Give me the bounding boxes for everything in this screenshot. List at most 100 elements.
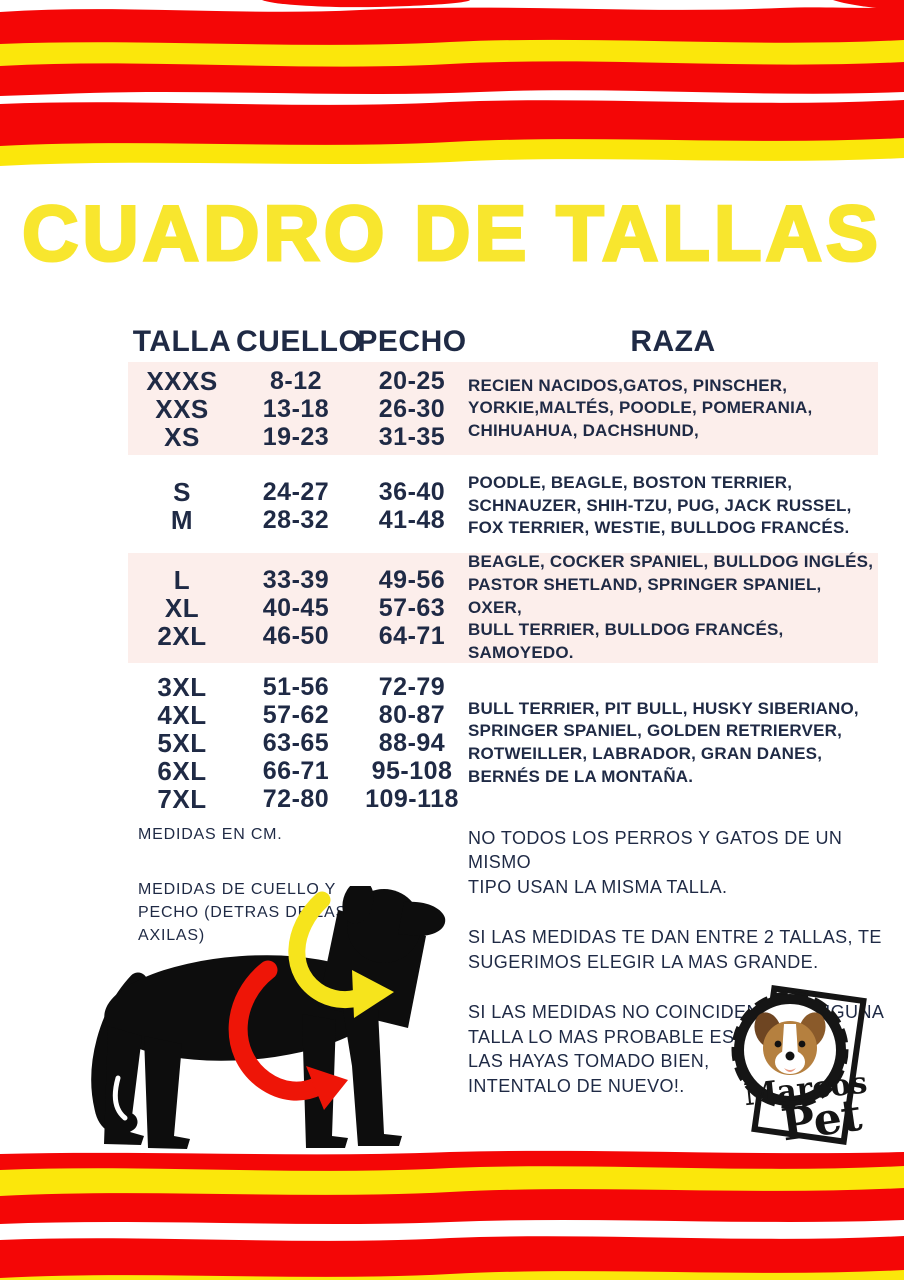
talla-cell: XXXS bbox=[146, 365, 218, 396]
header-raza: RAZA bbox=[630, 325, 716, 358]
size-columns: S 24-27 36-40 M 28-32 41-48 bbox=[128, 478, 468, 534]
size-group-l-2xl: L 33-39 49-56 XL 40-45 57-63 2XL 46-50 6… bbox=[128, 552, 878, 663]
size-group-s-m: S 24-27 36-40 M 28-32 41-48 POODLE, BEAG… bbox=[128, 466, 878, 546]
table-row: 5XL 63-65 88-94 bbox=[128, 729, 468, 757]
raza-text: RECIEN NACIDOS,GATOS, PINSCHER, YORKIE,M… bbox=[468, 375, 813, 440]
size-columns: L 33-39 49-56 XL 40-45 57-63 2XL 46-50 6… bbox=[128, 566, 468, 650]
table-row: 3XL 51-56 72-79 bbox=[128, 673, 468, 701]
talla-cell: XXS bbox=[155, 393, 209, 424]
cuello-cell: 66-71 bbox=[262, 757, 330, 785]
cuello-cell: 28-32 bbox=[262, 506, 330, 534]
pecho-cell: 31-35 bbox=[378, 422, 446, 451]
pecho-cell: 109-118 bbox=[365, 785, 459, 813]
neck-measure-arrow-icon bbox=[288, 891, 394, 1018]
cuello-cell: 13-18 bbox=[262, 394, 330, 423]
logo-name-line2: Pet bbox=[778, 1090, 865, 1152]
talla-cell: L bbox=[173, 565, 191, 595]
raza-text: BULL TERRIER, PIT BULL, HUSKY SIBERIANO,… bbox=[468, 698, 859, 786]
header-cuello: CUELLO bbox=[236, 325, 363, 358]
raza-text: BEAGLE, COCKER SPANIEL, BULLDOG INGLÉS, … bbox=[468, 552, 874, 662]
dog-tail-slit bbox=[112, 1075, 128, 1121]
pecho-cell: 57-63 bbox=[378, 594, 446, 622]
pecho-cell: 26-30 bbox=[378, 394, 446, 423]
dog-silhouette bbox=[91, 886, 446, 1149]
pecho-cell: 64-71 bbox=[378, 622, 446, 650]
size-table-header: TALLA CUELLO PECHO RAZA bbox=[128, 322, 878, 362]
dog-hind-leg bbox=[144, 1036, 190, 1149]
talla-cell: S bbox=[173, 477, 191, 507]
table-row: 4XL 57-62 80-87 bbox=[128, 701, 468, 729]
cuello-cell: 51-56 bbox=[262, 673, 330, 701]
page-title: CUADRO DE TALLAS bbox=[21, 188, 882, 279]
talla-cell: M bbox=[170, 505, 194, 535]
dog-hind-leg-far bbox=[104, 1026, 144, 1145]
bottom-stripes-decoration bbox=[0, 1150, 904, 1280]
talla-cell: 3XL bbox=[157, 672, 207, 702]
table-row: S 24-27 36-40 bbox=[128, 478, 468, 506]
cuello-cell: 63-65 bbox=[262, 729, 330, 757]
brand-logo: Marcos Pet bbox=[731, 985, 869, 1152]
puppy-eye-left bbox=[774, 1040, 782, 1048]
talla-cell: 4XL bbox=[157, 700, 207, 730]
chest-measure-arrow-icon bbox=[228, 960, 348, 1110]
top-stripes-decoration bbox=[0, 0, 904, 166]
pecho-cell: 36-40 bbox=[378, 478, 446, 506]
talla-cell: XL bbox=[164, 593, 200, 623]
table-row: 2XL 46-50 64-71 bbox=[128, 622, 468, 650]
size-columns: 3XL 51-56 72-79 4XL 57-62 80-87 5XL 63-6… bbox=[128, 673, 468, 813]
table-row: 6XL 66-71 95-108 bbox=[128, 757, 468, 785]
pecho-cell: 88-94 bbox=[378, 729, 446, 757]
header-talla: TALLA bbox=[132, 325, 232, 358]
puppy-nose bbox=[785, 1051, 795, 1061]
table-row: 7XL 72-80 109-118 bbox=[128, 785, 468, 813]
cuello-cell: 19-23 bbox=[262, 422, 330, 451]
cuello-cell: 33-39 bbox=[262, 566, 330, 594]
dog-snout bbox=[398, 901, 446, 936]
pecho-cell: 95-108 bbox=[371, 757, 453, 785]
cuello-cell: 40-45 bbox=[262, 594, 330, 622]
logo-photo-ring-outer bbox=[731, 991, 849, 1109]
talla-cell: XS bbox=[164, 421, 200, 452]
cuello-cell: 8-12 bbox=[269, 366, 323, 395]
size-group-3xl-7xl: 3XL 51-56 72-79 4XL 57-62 80-87 5XL 63-6… bbox=[128, 666, 878, 820]
red-band-b bbox=[0, 1236, 904, 1278]
puppy-muzzle bbox=[775, 1050, 805, 1074]
dog-ear bbox=[342, 886, 374, 924]
table-row: M 28-32 41-48 bbox=[128, 506, 468, 534]
yellow-band-a bbox=[0, 1166, 904, 1196]
red-band-2 bbox=[0, 100, 904, 146]
header-pecho: PECHO bbox=[357, 325, 467, 358]
raza-text: POODLE, BEAGLE, BOSTON TERRIER, SCHNAUZE… bbox=[468, 473, 852, 538]
puppy-mouth bbox=[784, 1068, 796, 1072]
puppy-blaze bbox=[782, 1024, 798, 1054]
cuello-cell: 46-50 bbox=[262, 622, 330, 650]
puppy-face bbox=[754, 1012, 826, 1075]
table-row: XS 19-23 31-35 bbox=[128, 423, 468, 451]
table-row: XXXS 8-12 20-25 bbox=[128, 367, 468, 395]
table-row: L 33-39 49-56 bbox=[128, 566, 468, 594]
talla-cell: 5XL bbox=[157, 728, 207, 758]
dog-front-leg bbox=[342, 1004, 402, 1146]
size-group-xxxs-xs: XXXS 8-12 20-25 XXS 13-18 26-30 XS 19-23… bbox=[128, 362, 878, 455]
cuello-cell: 72-80 bbox=[262, 785, 330, 813]
top-edge-speck bbox=[262, 0, 470, 8]
size-columns: XXXS 8-12 20-25 XXS 13-18 26-30 XS 19-23… bbox=[128, 367, 468, 451]
pecho-cell: 49-56 bbox=[378, 566, 446, 594]
puppy-eye-right bbox=[798, 1040, 806, 1048]
talla-cell: 6XL bbox=[157, 756, 207, 786]
dog-measurement-illustration bbox=[91, 886, 446, 1149]
cuello-cell: 57-62 bbox=[262, 701, 330, 729]
table-row: XXS 13-18 26-30 bbox=[128, 395, 468, 423]
tip-paragraph: SI LAS MEDIDAS TE DAN ENTRE 2 TALLAS, TE… bbox=[468, 927, 882, 972]
pecho-cell: 72-79 bbox=[378, 673, 446, 701]
table-row: XL 40-45 57-63 bbox=[128, 594, 468, 622]
talla-cell: 7XL bbox=[157, 784, 207, 814]
note-units-cm: MEDIDAS EN CM. bbox=[138, 826, 283, 843]
yellow-band-1 bbox=[0, 39, 904, 67]
pecho-cell: 20-25 bbox=[378, 366, 446, 395]
tip-paragraph: NO TODOS LOS PERROS Y GATOS DE UN MISMO … bbox=[468, 828, 843, 897]
pecho-cell: 41-48 bbox=[378, 506, 446, 534]
cuello-cell: 24-27 bbox=[262, 478, 330, 506]
talla-cell: 2XL bbox=[157, 621, 207, 651]
